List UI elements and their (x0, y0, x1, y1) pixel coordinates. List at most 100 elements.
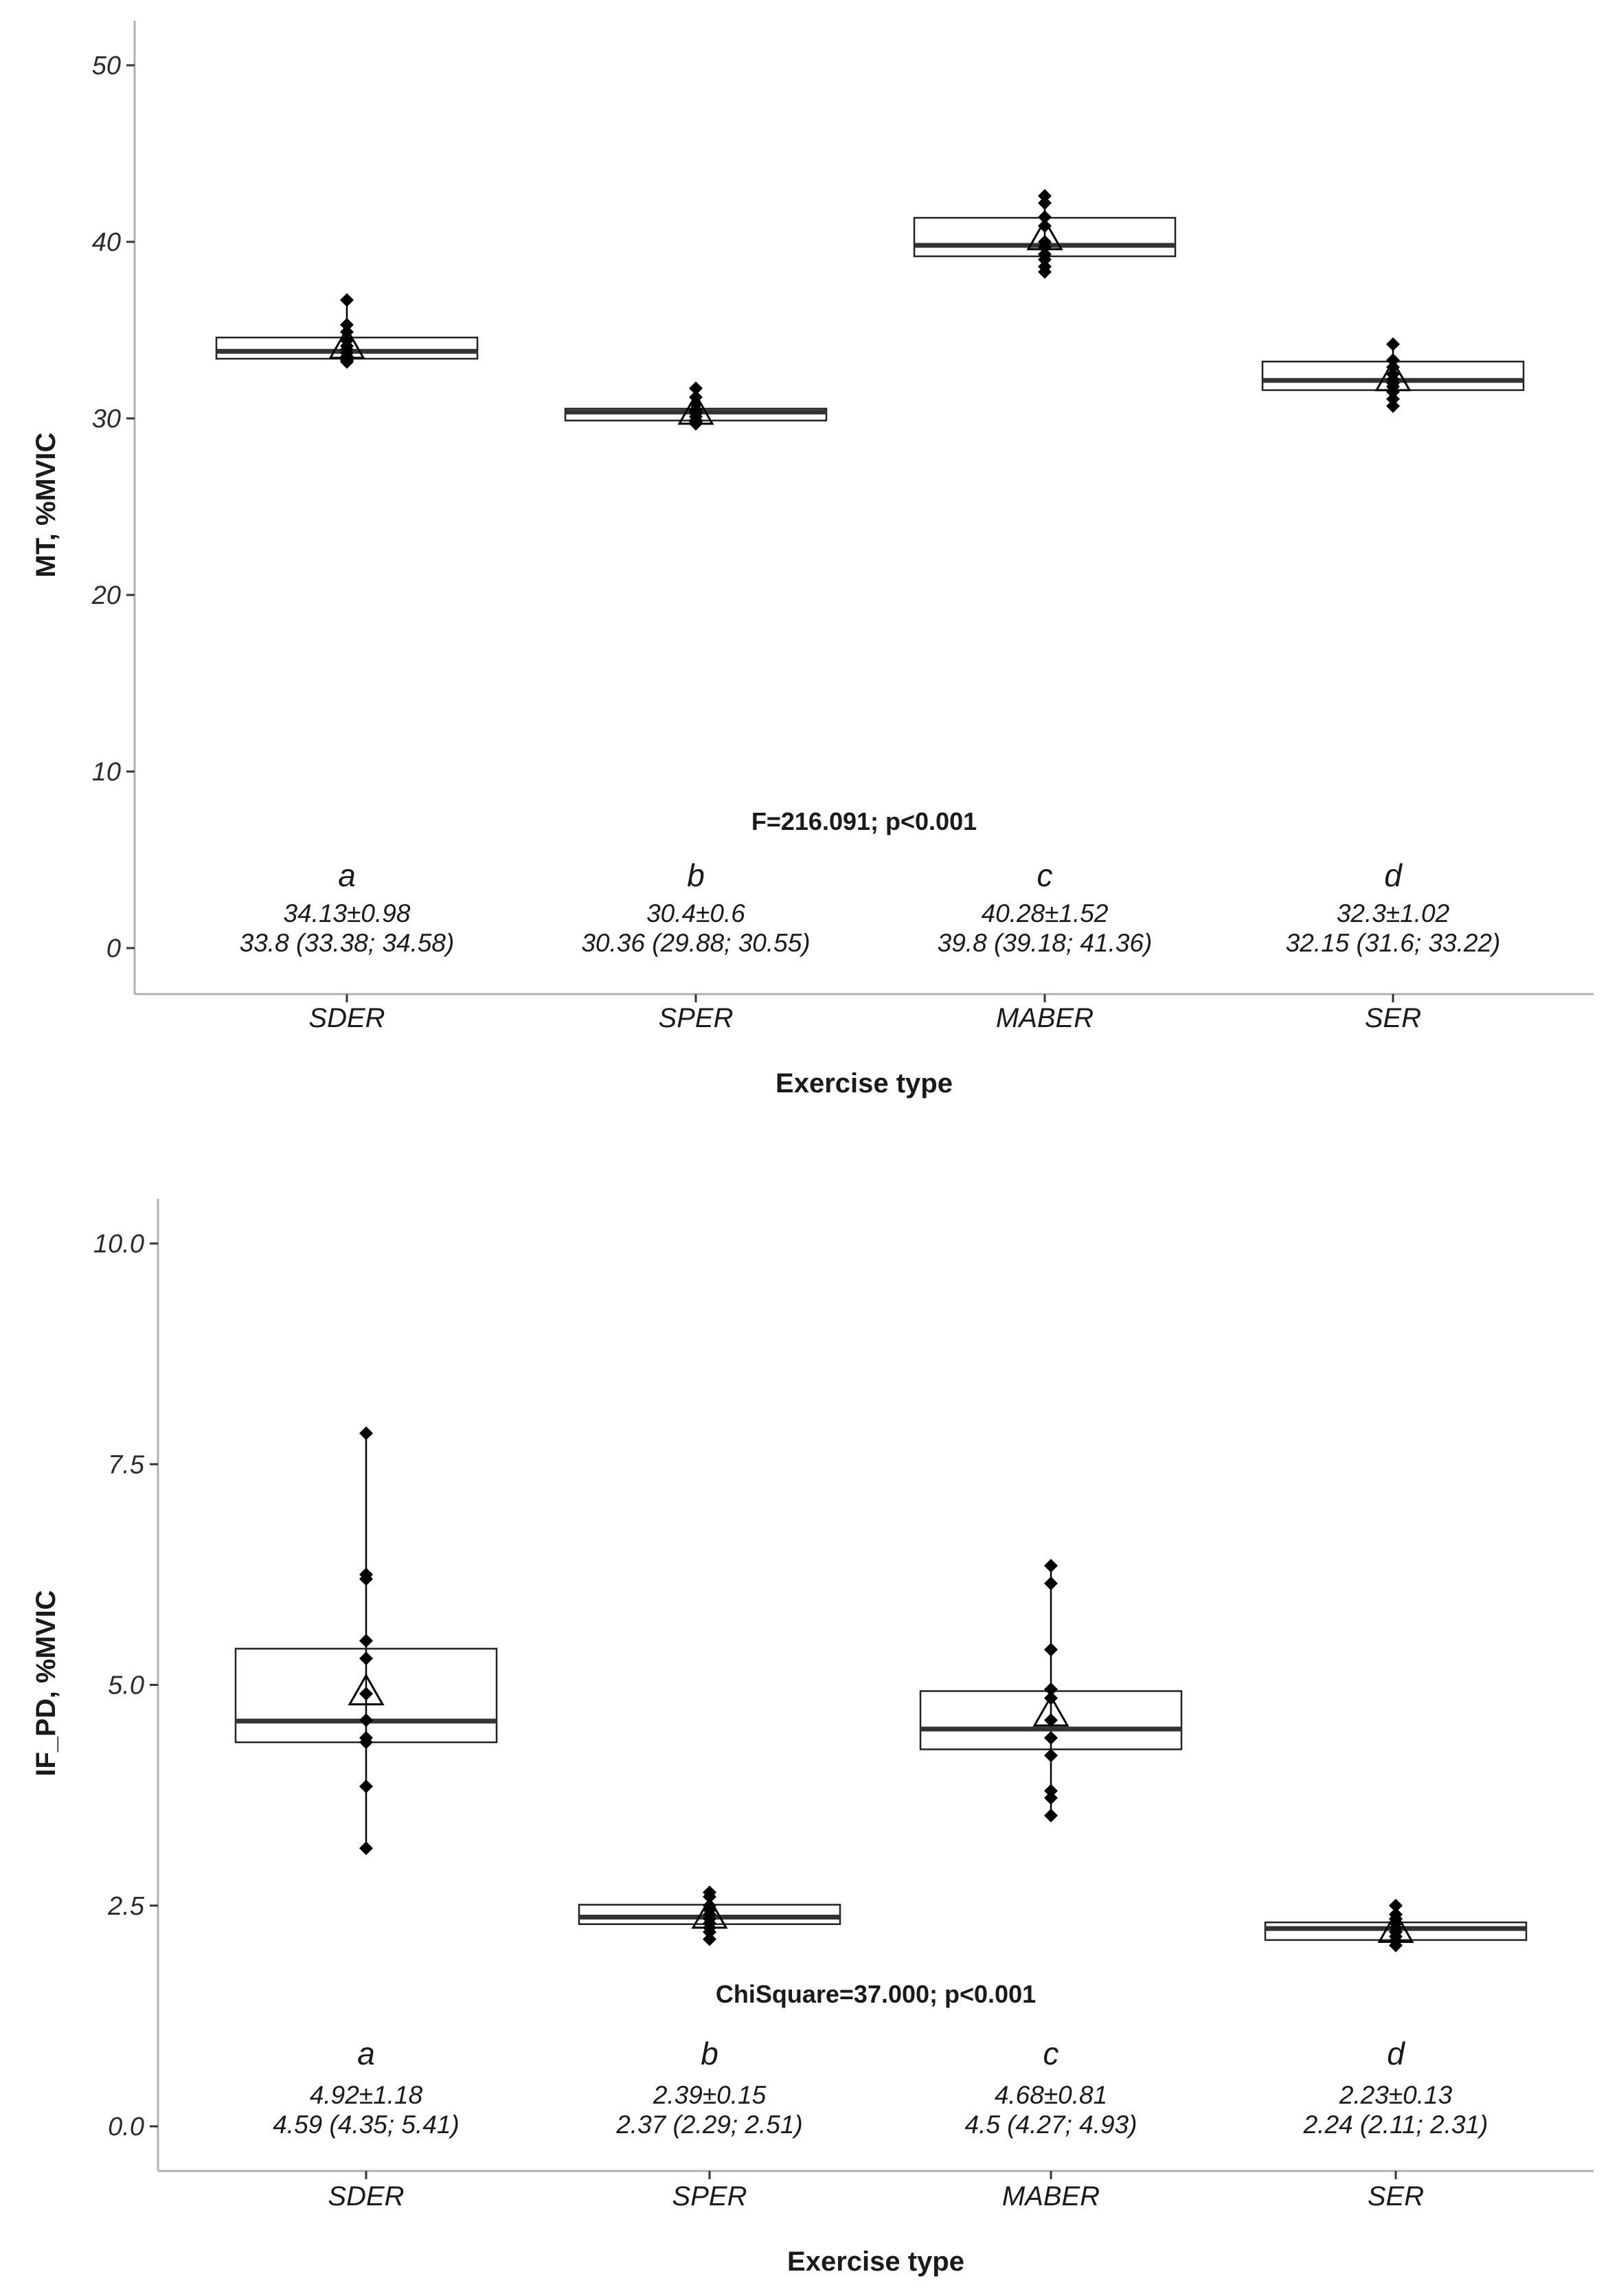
y-axis-title: MT, %MVIC (31, 432, 61, 577)
y-axis-title: IF_PD, %MVIC (31, 1590, 61, 1776)
group-letter: b (701, 2036, 718, 2071)
y-tick-label: 40 (92, 228, 121, 257)
data-point (1044, 1713, 1058, 1727)
data-point (340, 317, 354, 332)
mean-marker (1374, 359, 1412, 392)
data-point (1386, 385, 1400, 399)
data-point (1044, 1748, 1058, 1763)
data-point (1038, 240, 1052, 254)
group-letter: a (338, 857, 356, 893)
box-group-sper (564, 381, 828, 431)
x-tick-label: SPER (672, 2181, 747, 2211)
data-point (359, 1735, 373, 1750)
mean-marker (348, 1673, 385, 1706)
y-tick-label: 2.5 (107, 1892, 145, 1921)
box-group-maber (913, 189, 1177, 279)
x-tick-labels: SDER SPER MABER SER (308, 994, 1421, 1033)
data-point (340, 293, 354, 307)
median-iqr-label: 4.5 (4.27; 4.93) (965, 2111, 1137, 2139)
data-point (1038, 265, 1052, 279)
box-group-ser (1261, 337, 1525, 414)
y-tick-label: 10 (92, 758, 121, 787)
data-point (359, 1651, 373, 1665)
data-point (359, 1634, 373, 1648)
data-point (689, 381, 703, 396)
group-letter: a (357, 2036, 375, 2071)
mean-marker (691, 1896, 728, 1929)
data-point (1044, 1790, 1058, 1805)
box-group-ser (1264, 1898, 1528, 1952)
group-letter: c (1037, 857, 1053, 893)
data-point (1044, 1576, 1058, 1590)
data-point (1386, 337, 1400, 352)
data-point (359, 1779, 373, 1794)
group-letter: d (1384, 857, 1403, 893)
y-tick-label: 0.0 (108, 2113, 144, 2141)
median-iqr-label: 30.36 (29.88; 30.55) (581, 929, 810, 957)
mean-marker (1377, 1911, 1414, 1943)
mean-sd-label: 4.92±1.18 (310, 2081, 423, 2109)
y-tick-label: 20 (91, 581, 121, 610)
data-point (1038, 196, 1052, 210)
x-tick-label: SER (1365, 1003, 1421, 1033)
x-tick-label: SER (1368, 2181, 1424, 2211)
mean-marker (1032, 1694, 1069, 1727)
y-tick-label: 5.0 (108, 1672, 144, 1700)
x-tick-label: MABER (996, 1003, 1094, 1033)
median-iqr-label: 32.15 (31.6; 33.22) (1286, 929, 1501, 957)
data-point (1386, 399, 1400, 414)
median-iqr-label: 2.24 (2.11; 2.31) (1303, 2111, 1488, 2139)
group-annotations: a 4.92±1.184.59 (4.35; 5.41) b 2.39±0.152.3… (273, 2036, 1488, 2139)
mean-sd-label: 30.4±0.6 (646, 899, 745, 927)
statistic-label: F=216.091; p<0.001 (751, 807, 977, 835)
box-groups (215, 189, 1525, 431)
data-point (1038, 218, 1052, 233)
data-point (359, 1713, 373, 1727)
median-iqr-label: 33.8 (33.38; 34.58) (240, 929, 455, 957)
x-tick-label: SPER (659, 1003, 734, 1033)
data-point (1386, 360, 1400, 374)
y-tick-label: 50 (92, 52, 121, 80)
mean-sd-label: 34.13±0.98 (284, 899, 411, 927)
mean-marker (1026, 218, 1063, 251)
y-tick-label: 10.0 (93, 1230, 144, 1259)
data-point (1044, 1808, 1058, 1823)
x-tick-label: MABER (1002, 2181, 1100, 2211)
data-point (1044, 1731, 1058, 1745)
data-point (359, 1572, 373, 1586)
mean-sd-label: 32.3±1.02 (1337, 899, 1450, 927)
y-tick-label: 7.5 (108, 1450, 145, 1479)
median-iqr-label: 39.8 (39.18; 41.36) (938, 929, 1153, 957)
statistic-label: ChiSquare=37.000; p<0.001 (716, 1980, 1036, 2008)
data-point (1044, 1559, 1058, 1573)
data-point (703, 1932, 716, 1946)
mt-panel: 0 10 20 30 40 50 F=216.091; p<0.001 a 34.13±0.… (31, 21, 1594, 1099)
group-letter: b (687, 857, 705, 893)
data-point (1038, 210, 1052, 225)
group-letter: d (1387, 2036, 1405, 2071)
mean-sd-label: 40.28±1.52 (982, 899, 1109, 927)
x-tick-label: SDER (308, 1003, 385, 1033)
y-ticks: 0.0 2.5 5.0 7.5 10.0 (93, 1230, 158, 2141)
data-point (1044, 1643, 1058, 1657)
x-axis-title: Exercise type (775, 1068, 953, 1099)
mean-sd-label: 2.39±0.15 (653, 2081, 767, 2109)
x-tick-labels: SDER SPER MABER SER (328, 2171, 1424, 2211)
group-letter: c (1043, 2036, 1059, 2071)
median-iqr-label: 4.59 (4.35; 5.41) (273, 2111, 460, 2139)
mean-sd-label: 2.23±0.13 (1339, 2081, 1453, 2109)
box-group-maber (919, 1559, 1183, 1823)
data-point (1389, 1898, 1403, 1913)
data-point (359, 1841, 373, 1856)
data-point (1044, 1783, 1058, 1798)
data-point (1044, 1682, 1058, 1696)
data-point (1038, 252, 1052, 267)
y-tick-label: 30 (92, 405, 121, 434)
if-pd-panel: 0.0 2.5 5.0 7.5 10.0 ChiSquare=37.000; p<0.0… (31, 1199, 1594, 2277)
x-axis-title: Exercise type (787, 2247, 964, 2277)
box-group-sper (578, 1885, 841, 1946)
data-point (1386, 392, 1400, 406)
box-group-sder (234, 1426, 498, 1856)
